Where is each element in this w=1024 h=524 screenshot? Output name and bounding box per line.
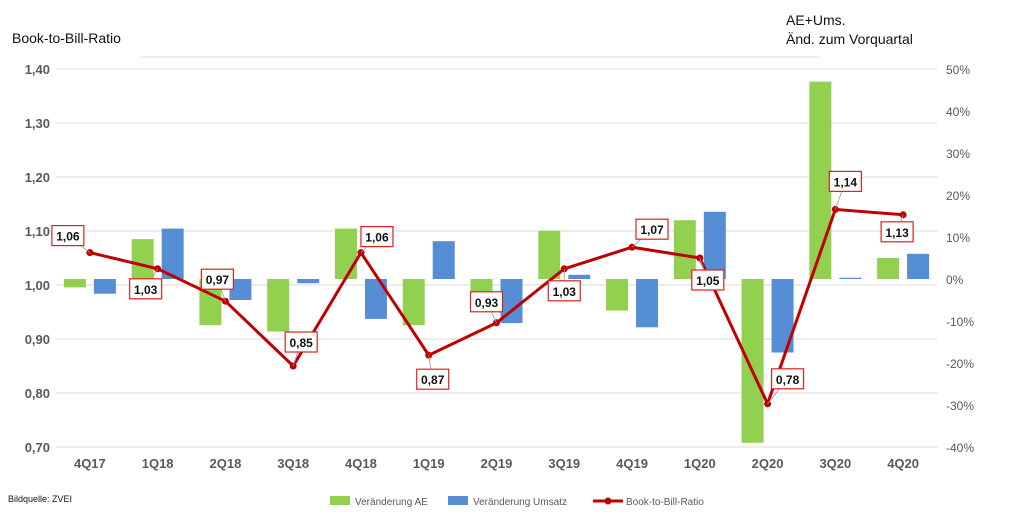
left-axis-title: Book-to-Bill-Ratio <box>12 30 121 46</box>
data-label: 1,06 <box>365 231 389 245</box>
right-tick-label: -10% <box>946 315 974 329</box>
bar-umsatz <box>500 279 523 324</box>
right-tick-label: 20% <box>946 189 970 203</box>
data-label-box <box>284 331 318 353</box>
data-label: 1,07 <box>640 223 664 237</box>
data-label-box <box>770 368 805 390</box>
data-label-box <box>129 278 163 300</box>
right-tick-label: 40% <box>946 105 970 119</box>
data-label-box <box>416 368 450 390</box>
category-label: 4Q18 <box>345 456 377 471</box>
category-label: 4Q17 <box>74 456 106 471</box>
bar-umsatz <box>703 211 726 279</box>
bar-ae <box>606 279 629 311</box>
data-label: 1,06 <box>56 230 80 244</box>
category-label: 4Q20 <box>887 456 919 471</box>
bar-ae <box>131 239 154 279</box>
data-label-box <box>469 291 504 313</box>
legend-swatch <box>448 496 468 505</box>
left-tick-label: 0,90 <box>25 332 50 347</box>
bar-ae <box>809 81 832 279</box>
bar-umsatz <box>297 279 320 284</box>
category-label: 3Q18 <box>277 456 309 471</box>
bar-umsatz <box>907 253 930 279</box>
data-label: 1,13 <box>885 226 909 240</box>
category-label: 3Q19 <box>548 456 580 471</box>
right-tick-label: -20% <box>946 357 974 371</box>
data-label: 1,05 <box>696 274 720 288</box>
right-tick-label: -40% <box>946 441 974 455</box>
bar-ae <box>741 279 764 443</box>
bar-umsatz <box>568 274 591 279</box>
bar-ae <box>267 279 290 332</box>
left-tick-label: 1,20 <box>25 170 50 185</box>
legend-label: Veränderung AE <box>355 497 428 508</box>
data-label: 0,87 <box>421 373 445 387</box>
data-label: 1,14 <box>834 175 858 189</box>
data-label: 0,97 <box>206 273 230 287</box>
bar-ae <box>538 230 561 279</box>
bar-ae <box>334 228 357 279</box>
category-label: 1Q20 <box>684 456 716 471</box>
category-label: 2Q19 <box>481 456 513 471</box>
right-tick-label: 30% <box>946 147 970 161</box>
legend-label: Book-to-Bill-Ratio <box>626 497 704 508</box>
bar-umsatz <box>636 279 659 328</box>
data-label: 0,85 <box>290 336 314 350</box>
bar-ae <box>402 279 425 326</box>
data-label-box <box>828 170 862 192</box>
category-label: 4Q19 <box>616 456 648 471</box>
left-tick-label: 1,00 <box>25 278 50 293</box>
data-label: 1,03 <box>134 283 158 297</box>
data-label-box <box>360 226 394 248</box>
data-label: 0,93 <box>475 296 499 310</box>
bar-umsatz <box>93 279 116 294</box>
right-axis-title-line2: Änd. zum Vorquartal <box>786 31 913 47</box>
data-label-box <box>547 280 581 302</box>
bar-umsatz <box>771 279 794 353</box>
legend-swatch <box>330 496 350 505</box>
left-tick-label: 1,40 <box>25 62 50 77</box>
category-label: 1Q19 <box>413 456 445 471</box>
right-tick-label: 50% <box>946 63 970 77</box>
left-tick-label: 1,30 <box>25 116 50 131</box>
bar-umsatz <box>839 277 862 279</box>
data-label-box <box>51 225 85 247</box>
bar-umsatz <box>432 241 455 279</box>
category-label: 2Q18 <box>210 456 242 471</box>
bar-ae <box>673 220 696 279</box>
right-tick-label: -30% <box>946 399 974 413</box>
data-label-box <box>200 268 235 290</box>
bar-ae <box>877 258 900 279</box>
bar-umsatz <box>364 279 387 319</box>
legend-label: Veränderung Umsatz <box>473 497 567 508</box>
right-tick-label: 0% <box>946 273 964 287</box>
data-label-box <box>635 218 669 240</box>
right-tick-label: 10% <box>946 231 970 245</box>
category-label: 3Q20 <box>819 456 851 471</box>
right-axis-title-line1: AE+Ums. <box>786 12 846 28</box>
source-note: Bildquelle: ZVEI <box>8 494 73 504</box>
left-tick-label: 0,80 <box>25 386 50 401</box>
data-label: 1,03 <box>553 285 577 299</box>
data-label: 0,78 <box>776 373 800 387</box>
category-label: 2Q20 <box>752 456 784 471</box>
data-label-box <box>691 269 725 291</box>
left-tick-label: 0,70 <box>25 440 50 455</box>
bar-umsatz <box>229 279 252 300</box>
data-label-box <box>880 221 914 243</box>
left-tick-label: 1,10 <box>25 224 50 239</box>
legend-marker <box>604 497 612 505</box>
bar-umsatz <box>161 228 184 279</box>
category-label: 1Q18 <box>142 456 174 471</box>
bar-ae <box>63 279 86 288</box>
